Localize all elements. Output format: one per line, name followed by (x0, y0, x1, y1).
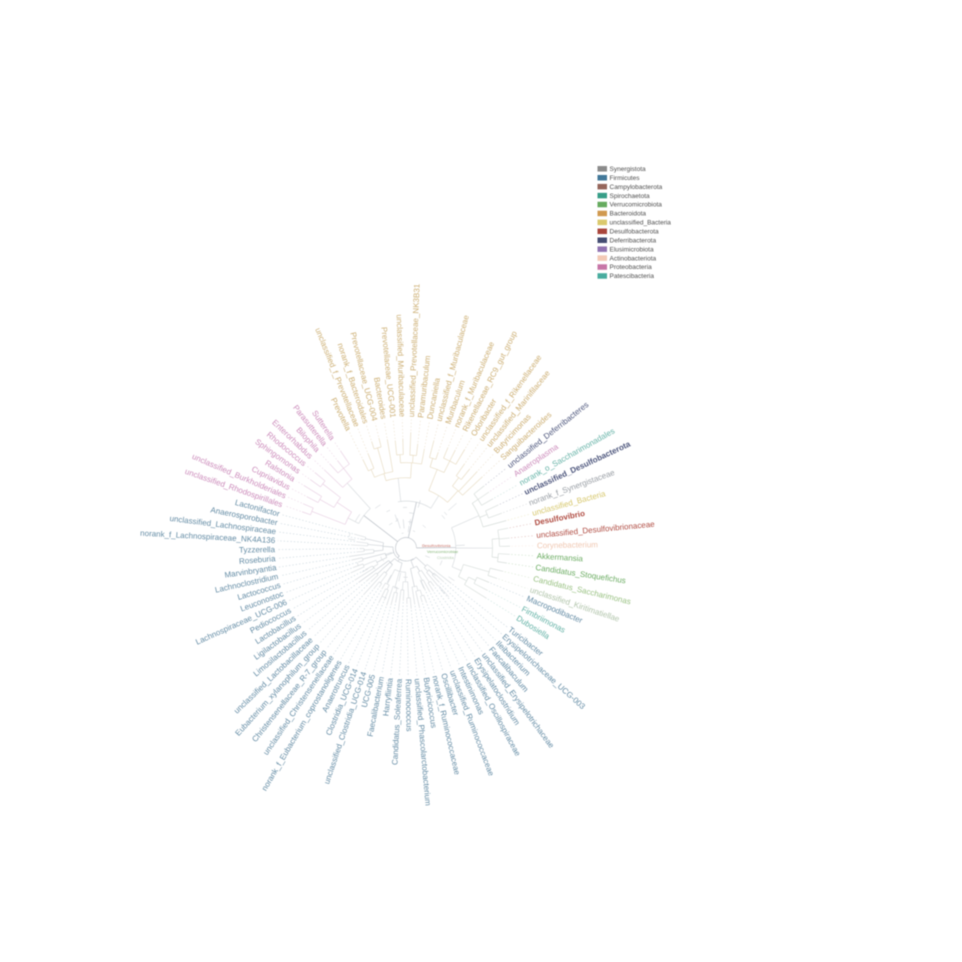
svg-text:unclassified_Bacteria: unclassified_Bacteria (610, 220, 672, 227)
svg-text:unclassified_Muribaculaceae: unclassified_Muribaculaceae (395, 314, 407, 417)
svg-text:Ruminococcus: Ruminococcus (404, 679, 414, 732)
svg-text:Tyzzerella: Tyzzerella (239, 545, 276, 554)
svg-text:Bacteroidota: Bacteroidota (610, 211, 647, 218)
svg-text:Synergistota: Synergistota (610, 166, 647, 173)
svg-text:Clostridia: Clostridia (437, 555, 454, 560)
svg-text:Desulfovibrionia: Desulfovibrionia (422, 543, 451, 548)
svg-text:Verrucomicrobiota: Verrucomicrobiota (610, 202, 663, 209)
svg-text:Akkermansia: Akkermansia (536, 552, 583, 564)
svg-text:Firmicutes: Firmicutes (610, 175, 641, 182)
svg-text:Deferribacterota: Deferribacterota (610, 237, 657, 244)
svg-text:Spirochaetota: Spirochaetota (610, 193, 650, 200)
svg-text:Actinobacteriota: Actinobacteriota (610, 255, 657, 262)
svg-text:Elusimicrobiota: Elusimicrobiota (610, 246, 654, 253)
svg-text:Verrucomicrobiae: Verrucomicrobiae (427, 549, 459, 554)
svg-text:Candidatus_Soleaferrea: Candidatus_Soleaferrea (390, 678, 403, 765)
svg-text:Desulfobacterota: Desulfobacterota (610, 229, 660, 236)
svg-text:Proteobacteria: Proteobacteria (610, 264, 653, 271)
svg-text:Campylobacterota: Campylobacterota (610, 184, 663, 191)
svg-text:Patescibacteria: Patescibacteria (610, 273, 655, 280)
svg-text:Roseburia: Roseburia (239, 554, 277, 566)
svg-text:Corynebacterium: Corynebacterium (537, 540, 598, 550)
